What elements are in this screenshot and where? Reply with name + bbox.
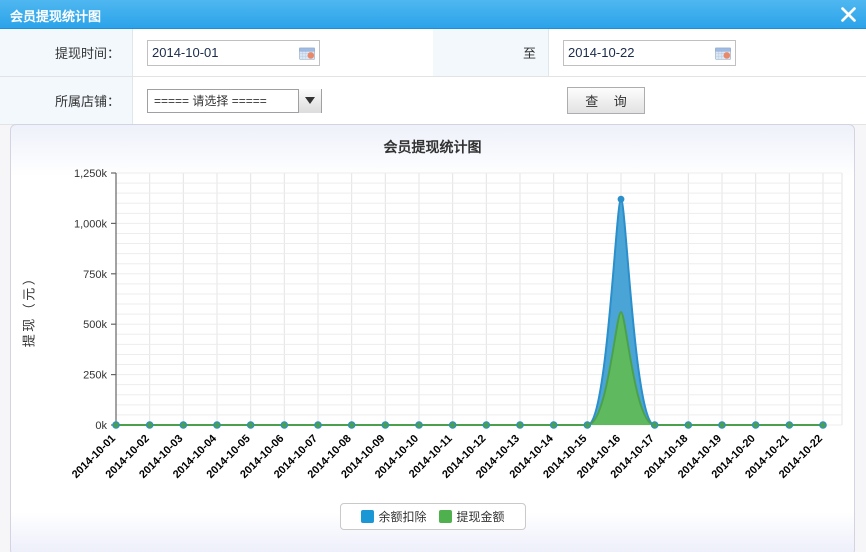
svg-text:750k: 750k xyxy=(83,269,107,281)
svg-text:1,250k: 1,250k xyxy=(74,168,108,180)
svg-text:250k: 250k xyxy=(83,370,107,382)
svg-text:0k: 0k xyxy=(95,420,107,432)
svg-text:1,000k: 1,000k xyxy=(74,218,108,230)
svg-text:500k: 500k xyxy=(83,319,107,331)
